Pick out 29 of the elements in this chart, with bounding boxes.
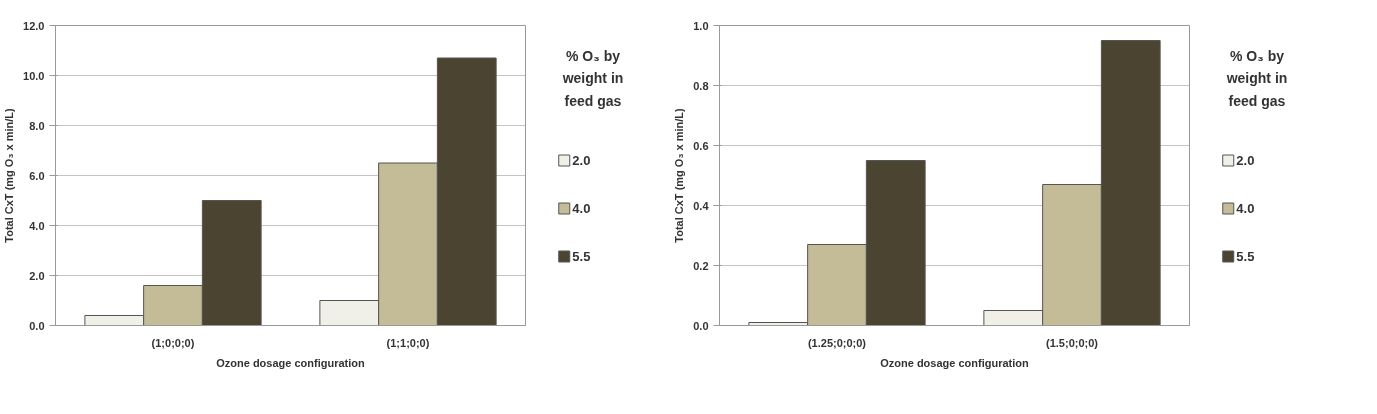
y-tick-label: 10.0 [23, 69, 45, 82]
y-axis-title: Total CxT (mg O₃ x min/L) [3, 107, 16, 243]
y-tick-label: 1.0 [693, 19, 709, 32]
y-tick-label: 4.0 [29, 219, 45, 232]
y-tick-label: 6.0 [29, 169, 45, 182]
legend-title: % O₃ by weight in feed gas [561, 47, 624, 109]
legend-label: 4.0 [1236, 201, 1255, 216]
y-tick-label: 0.0 [693, 319, 709, 332]
y-tick-label: 8.0 [29, 119, 45, 132]
legend-label: 5.5 [1236, 249, 1255, 264]
y-axis-title: Total CxT (mg O₃ x min/L) [673, 107, 686, 243]
x-tick-label: (1.25;0;0;0) [807, 336, 867, 349]
x-axis-title: Ozone dosage configuration [880, 356, 1030, 369]
x-tick-label: (1.5;0;0;0) [1046, 336, 1099, 349]
y-tick-label: 12.0 [23, 19, 45, 32]
legend-label: 4.0 [572, 201, 591, 216]
y-tick-label: 0.8 [693, 79, 709, 92]
x-tick-label: (1;1;0;0) [386, 336, 430, 349]
legend-label: 2.0 [1236, 153, 1255, 168]
y-tick-label: 0.0 [29, 319, 45, 332]
legend-title: % O₃ by weight in feed gas [1225, 47, 1288, 109]
x-tick-label: (1;0;0;0) [151, 336, 195, 349]
y-tick-label: 0.6 [693, 139, 709, 152]
legend-label: 5.5 [572, 249, 591, 264]
y-tick-label: 2.0 [29, 269, 45, 282]
y-tick-label: 0.2 [693, 259, 709, 272]
legend-label: 2.0 [572, 153, 591, 168]
x-axis-title: Ozone dosage configuration [216, 356, 366, 369]
y-tick-label: 0.4 [693, 199, 710, 212]
